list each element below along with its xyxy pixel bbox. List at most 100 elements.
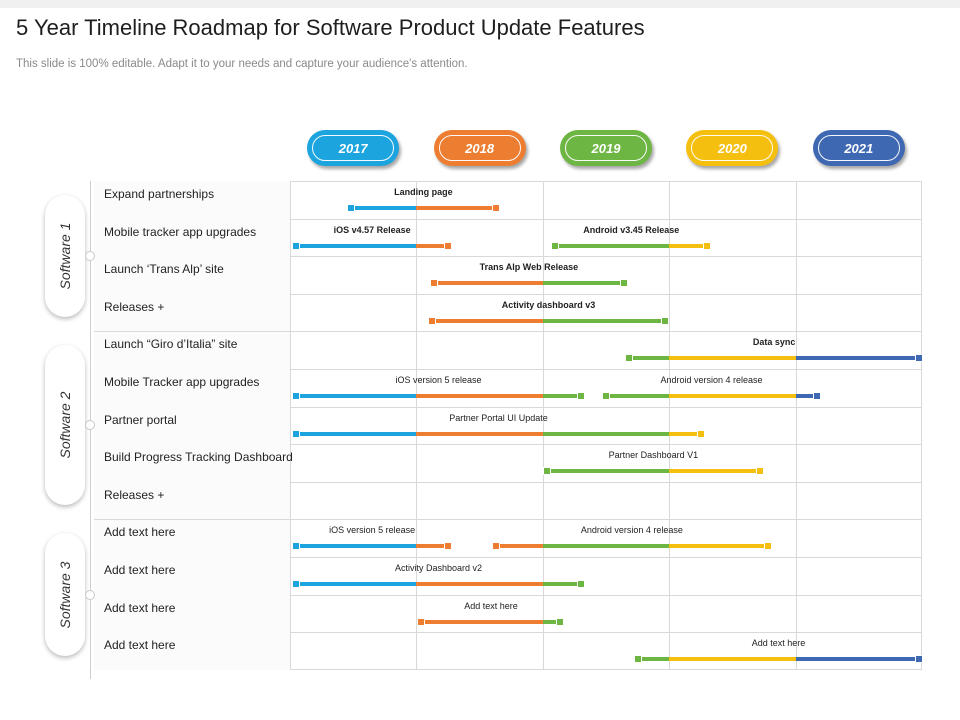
bar-start-marker xyxy=(292,392,301,400)
grid-row-divider xyxy=(290,481,922,483)
bar-segment xyxy=(669,394,796,398)
bar-start-marker xyxy=(292,241,301,250)
bar-label: Add text here xyxy=(464,600,518,611)
bar-label: Partner Portal UI Update xyxy=(449,412,548,423)
bar-segment xyxy=(542,619,561,624)
grid-column-divider xyxy=(542,181,544,670)
bar-end-marker xyxy=(444,241,452,250)
bar-start-marker xyxy=(417,617,426,626)
bar-start-marker xyxy=(551,241,560,250)
grid-row-divider xyxy=(290,557,922,558)
group-pill-software-1: Software 1 xyxy=(45,195,85,318)
bar-label: Activity Dashboard v2 xyxy=(394,563,483,573)
bar-segment xyxy=(542,394,581,398)
bar-start-marker xyxy=(492,542,501,551)
bar-start-marker xyxy=(292,542,301,551)
year-label: 2019 xyxy=(565,135,647,161)
bar-segment xyxy=(296,243,417,248)
row-label: Launch “Giro d’Italia” site xyxy=(104,337,238,352)
bar-segment xyxy=(795,394,818,398)
bar-label: Android version 4 release xyxy=(660,375,763,385)
bar-start-marker xyxy=(542,467,551,476)
bar-segment xyxy=(296,394,417,398)
grid-row-divider xyxy=(290,331,922,333)
row-label: Releases + xyxy=(104,299,165,314)
bar-label: Activity dashboard v3 xyxy=(501,299,596,310)
bar-segment xyxy=(431,318,543,323)
group-label: Software 1 xyxy=(57,222,73,290)
grid-column-divider xyxy=(795,181,797,670)
year-pill-2021: 2021 xyxy=(812,130,905,166)
bar-label: Data sync xyxy=(752,337,796,348)
row-label: Launch ‘Trans Alp’ site xyxy=(104,262,224,277)
bar-segment xyxy=(416,544,448,549)
row-label: Build Progress Tracking Dashboard xyxy=(104,450,293,465)
year-pill-2019: 2019 xyxy=(560,130,652,166)
year-label: 2021 xyxy=(817,135,900,161)
row-label: Add text here xyxy=(104,638,176,653)
bar-segment xyxy=(542,431,670,436)
bar-segment xyxy=(795,657,920,662)
year-label: 2017 xyxy=(312,135,395,161)
grid-row-divider xyxy=(290,632,922,634)
year-pill-2020: 2020 xyxy=(686,130,779,166)
bar-start-marker xyxy=(346,204,355,212)
grid-row-divider xyxy=(290,594,922,596)
bar-label: Android v3.45 Release xyxy=(583,224,680,235)
bar-start-marker xyxy=(633,655,642,664)
bar-end-marker xyxy=(756,467,765,476)
bar-segment xyxy=(542,582,581,586)
row-label: Mobile Tracker app upgrades xyxy=(104,375,260,389)
grid-row-divider xyxy=(290,218,922,220)
bar-label: iOS version 5 release xyxy=(329,525,416,536)
bar-segment xyxy=(434,281,543,286)
top-strip xyxy=(0,0,960,8)
bar-segment xyxy=(555,243,670,248)
bar-segment xyxy=(546,469,670,474)
grid-row-divider xyxy=(290,293,922,295)
group-pill-software-3: Software 3 xyxy=(45,533,85,656)
group-connector-dot xyxy=(85,589,95,600)
bar-label: Partner Dashboard V1 xyxy=(608,450,699,461)
grid-row-divider xyxy=(290,519,922,521)
bar-end-marker xyxy=(703,241,712,250)
row-label-panel xyxy=(94,181,290,670)
bar-end-marker xyxy=(661,316,670,325)
bar-segment xyxy=(606,394,670,398)
bar-label: Android version 4 release xyxy=(580,525,683,536)
row-label: Add text here xyxy=(104,600,176,615)
bar-segment xyxy=(542,281,624,286)
group-label: Software 2 xyxy=(57,391,73,459)
bar-end-marker xyxy=(492,204,501,212)
bar-start-marker xyxy=(602,392,610,400)
slide-title: 5 Year Timeline Roadmap for Software Pro… xyxy=(16,15,645,40)
bar-segment xyxy=(416,394,543,398)
grid-row-divider xyxy=(290,256,922,258)
bar-start-marker xyxy=(624,354,633,363)
bar-segment xyxy=(496,544,543,549)
grid-column-divider xyxy=(416,181,418,670)
bar-end-marker xyxy=(696,429,705,438)
year-label: 2020 xyxy=(691,135,774,161)
group-divider xyxy=(94,519,290,521)
group-pill-software-2: Software 2 xyxy=(45,345,85,506)
slide-subtitle: This slide is 100% editable. Adapt it to… xyxy=(16,58,468,70)
group-spine xyxy=(90,181,91,679)
grid-row-divider xyxy=(290,369,922,370)
grid-column-divider xyxy=(669,181,671,670)
bar-end-marker xyxy=(444,542,452,551)
row-label: Expand partnerships xyxy=(104,187,215,201)
bar-end-marker xyxy=(915,354,924,363)
bar-segment xyxy=(416,582,543,586)
group-label: Software 3 xyxy=(57,561,73,629)
bar-end-marker xyxy=(576,580,585,588)
bar-end-marker xyxy=(763,542,772,551)
bar-label: iOS v4.57 Release xyxy=(333,224,411,235)
bar-label: iOS version 5 release xyxy=(395,375,482,385)
bar-label: Landing page xyxy=(394,187,453,197)
timeline-grid xyxy=(290,181,922,670)
bar-segment xyxy=(628,356,670,361)
bar-segment xyxy=(421,619,543,624)
bar-segment xyxy=(637,657,670,662)
year-pill-2017: 2017 xyxy=(307,130,400,166)
